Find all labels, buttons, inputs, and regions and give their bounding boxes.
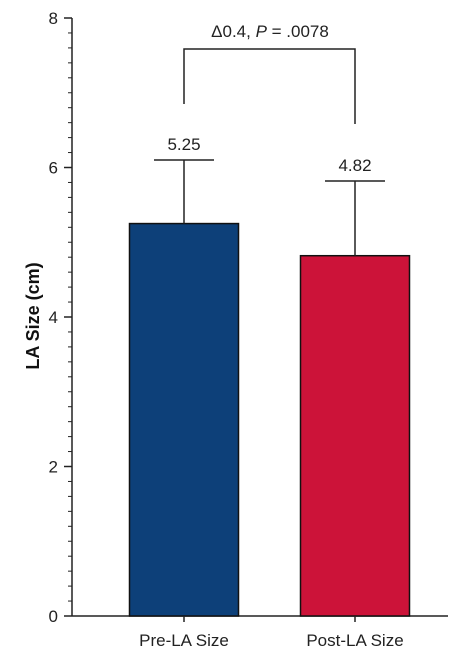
data-label-1: 5.25 — [167, 135, 200, 154]
y-axis-label: LA Size (cm) — [23, 262, 43, 369]
x-tick-label: Post-LA Size — [306, 631, 403, 650]
y-tick-label: 2 — [49, 458, 58, 477]
bar-1 — [128, 222, 240, 617]
comparison-suffix: = .0078 — [267, 22, 329, 41]
y-tick-label: 6 — [49, 159, 58, 178]
x-tick-label: Pre-LA Size — [139, 631, 229, 650]
data-label-2: 4.82 — [338, 156, 371, 175]
p-symbol: P — [256, 22, 268, 41]
comparison-bracket — [183, 48, 356, 124]
bar-2 — [299, 254, 411, 617]
y-tick-label: 0 — [49, 607, 58, 626]
comparison-annotation: Δ0.4, P = .0078 — [211, 22, 329, 41]
comparison-prefix: Δ0.4, — [211, 22, 255, 41]
bars: 5.25 Pre-LA Size 4.82 Post-LA Size — [128, 48, 411, 650]
y-tick-label: 8 — [49, 9, 58, 28]
y-tick-label: 4 — [49, 308, 58, 327]
